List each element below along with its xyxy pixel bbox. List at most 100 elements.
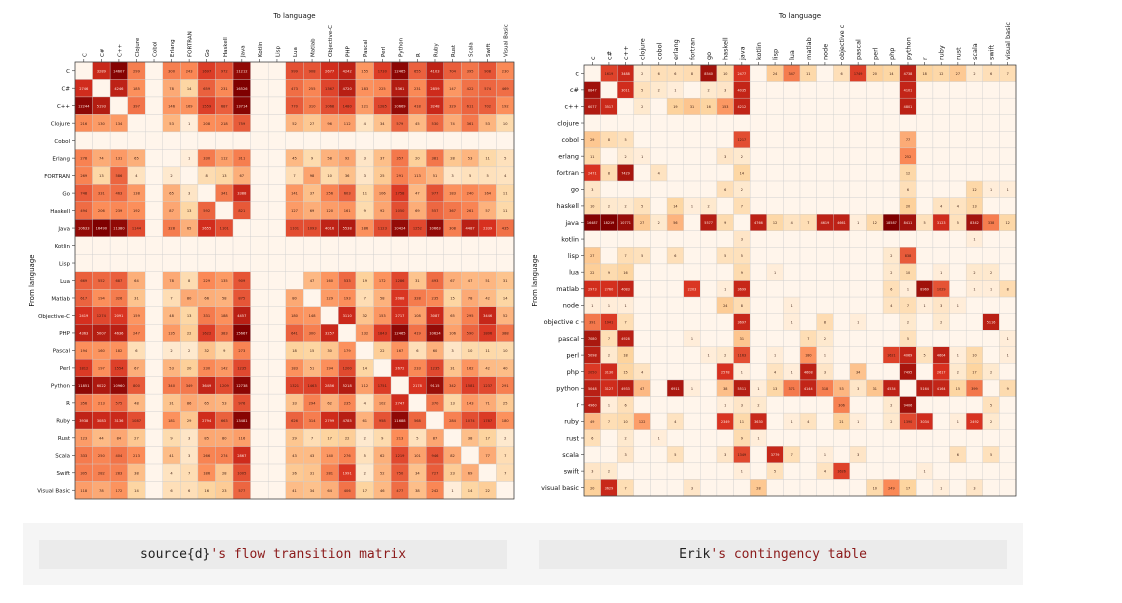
erik-cell [683,164,701,182]
erik-cell [600,230,618,248]
erik-cell [749,147,767,165]
source-d-cell-label: 12244 [78,104,90,108]
erik-cell-label: 29 [590,138,594,142]
source-d-cell-label: 230 [203,367,211,371]
erik-cell-label: 1 [1007,337,1009,341]
erik-cell-label: 1349 [738,453,747,457]
erik-cell [916,180,934,198]
source-d-cell-label: 388 [502,332,510,336]
erik-cell [700,446,718,464]
erik-cell [982,97,1000,115]
erik-y-tick-label: fortran [557,169,579,177]
source-d-cell-label: 10624 [429,332,441,336]
erik-cell [999,296,1017,314]
erik-cell [982,346,1000,364]
erik-x-tick-label: matlab [805,37,813,60]
source-d-cell [197,236,216,255]
source-d-cell-label: 41 [169,454,174,458]
erik-cell [749,330,767,347]
source-d-cell-label: 192 [502,104,509,108]
erik-cell-label: 47 [640,387,644,391]
source-d-cell [478,463,497,482]
erik-cell-label: 1 [608,403,610,407]
source-d-cell [145,219,163,237]
source-d-cell-label: 146 [168,104,176,108]
source-d-cell-label: 247 [133,332,140,336]
source-d-cell-label: 406 [344,489,352,493]
erik-y-tick-label: python [556,385,579,393]
source-d-cell [496,131,515,150]
source-d-cell-label: 577 [238,489,245,493]
erik-cell-label: 11 [806,72,810,76]
erik-cell [866,147,884,165]
source-d-cell [250,61,269,80]
erik-cell-label: 6 [591,437,593,441]
erik-cell-label: 12 [972,188,976,192]
erik-cell-label: 2 [641,72,643,76]
source-d-cell-label: 7 [293,174,295,178]
source-d-cell-label: 2 [364,471,366,475]
source-d-x-tick-label: Cobol [153,41,159,57]
erik-cell [783,462,801,480]
source-d-cell-label: 116 [238,436,246,440]
erik-x-tick-label: ruby [938,45,946,60]
source-d-cell-label: 1252 [413,227,422,231]
erik-cell-label: 122 [639,420,645,424]
source-d-cell-label: 10663 [429,227,440,231]
source-d-cell-label: 183 [449,192,456,196]
erik-cell-label: 3 [940,304,942,308]
source-d-cell [496,236,515,255]
source-d-cell-label: 84 [117,436,122,440]
source-d-x-tick-label: R [416,53,422,57]
erik-cell-label: 1 [1007,188,1009,192]
erik-cell-label: 77 [906,138,910,142]
source-d-cell-label: 10 [503,122,508,126]
erik-cell [683,247,701,265]
erik-cell-label: 20 [590,486,594,490]
erik-cell [617,97,635,115]
source-d-cell-label: 294 [309,401,317,405]
erik-cell-label: 6 [990,72,992,76]
erik-cell-label: 5 [641,205,643,209]
source-d-cell-label: 1286 [395,279,405,283]
erik-cell-label: 27 [590,254,594,258]
erik-cell [949,230,967,248]
erik-cell [799,180,817,198]
erik-y-tick-label: php [567,368,579,376]
source-d-cell-label: 34 [415,471,420,475]
erik-cell [849,230,867,248]
source-d-cell-label: 1074 [466,419,476,423]
erik-cell [650,296,668,314]
erik-cell [716,197,734,215]
source-d-cell-label: 5 [504,157,506,161]
source-d-cell-label: 6 [135,349,138,353]
source-d-x-tick-label: Erlang [170,39,176,57]
source-d-cell [355,254,374,272]
source-d-cell-label: 231 [221,87,228,91]
source-d-cell-label: 92 [345,157,350,161]
erik-cell-label: 3779 [771,453,780,457]
source-d-cell-label: 208 [203,122,211,126]
erik-cell-label: 1 [691,205,693,209]
source-d-cell [390,376,409,395]
source-d-cell-label: 770 [291,104,299,108]
source-d-cell-label: 69 [415,209,420,213]
erik-cell [866,230,884,248]
source-d-cell-label: 180 [291,314,299,318]
erik-cell [600,429,618,447]
source-d-cell [109,254,128,272]
erik-cell [700,363,718,381]
erik-cell [833,280,851,298]
source-d-cell-label: 3248 [430,104,440,108]
erik-cell [633,330,651,347]
source-d-cell-label: 61 [362,419,367,423]
erik-heatmap-panel: To language From language 1619 3488 2 6 6 8 8540… [525,0,1025,515]
source-d-cell-label: 53 [468,157,473,161]
erik-cell [982,379,1000,397]
source-d-cell-label: 3 [364,174,366,178]
erik-cell [633,462,651,480]
source-d-cell-label: 10 [503,349,508,353]
source-d-x-tick-label: C++ [117,44,123,57]
source-d-cell [267,149,286,168]
source-d-cell-label: 44 [99,436,104,440]
